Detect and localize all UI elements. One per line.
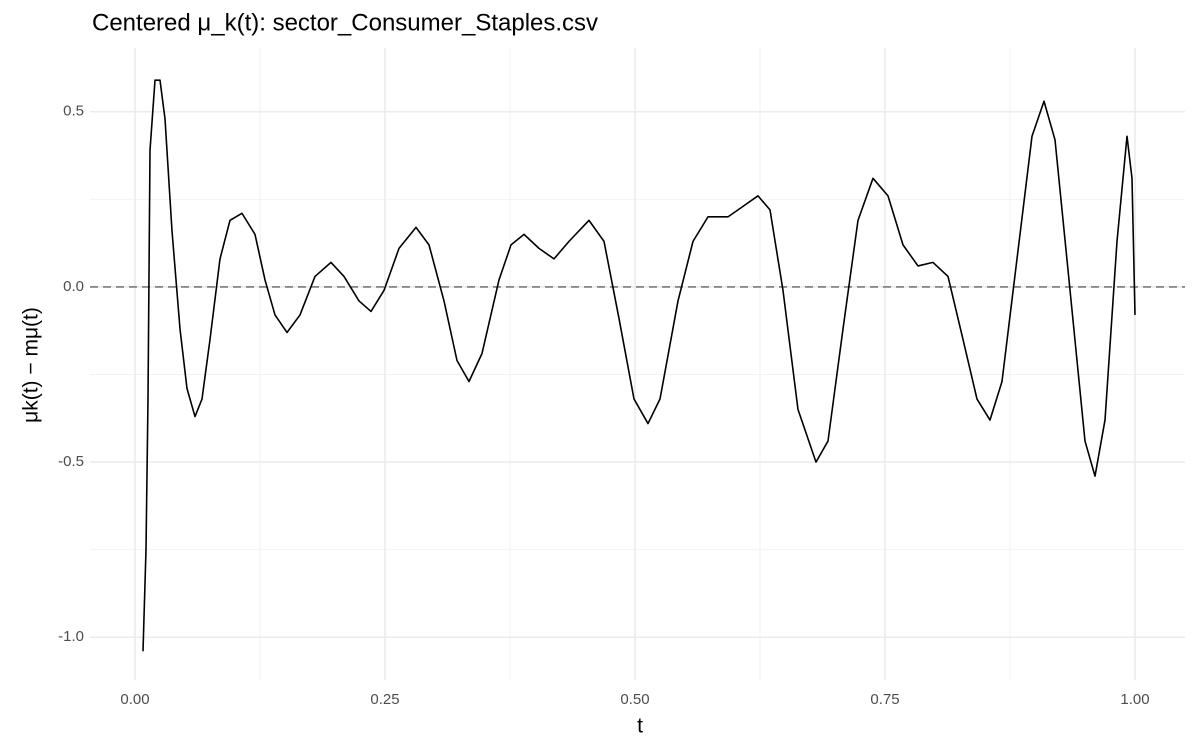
chart-title: Centered μ_k(t): sector_Consumer_Staples… — [92, 9, 598, 36]
y-axis-title: μk(t) − mμ(t) — [20, 307, 43, 423]
x-tick-label: 0.00 — [120, 691, 149, 708]
x-tick-label: 1.00 — [1120, 691, 1149, 708]
x-tick-label: 0.75 — [870, 691, 899, 708]
x-axis-title: t — [637, 715, 643, 738]
y-tick-label: -0.5 — [58, 453, 84, 470]
y-tick-label: 0.5 — [63, 103, 84, 120]
x-tick-label: 0.50 — [620, 691, 649, 708]
line — [142, 79, 1136, 652]
y-tick-label: 0.0 — [63, 278, 84, 295]
x-tick-label: 0.25 — [370, 691, 399, 708]
y-tick-label: -1.0 — [58, 628, 84, 645]
